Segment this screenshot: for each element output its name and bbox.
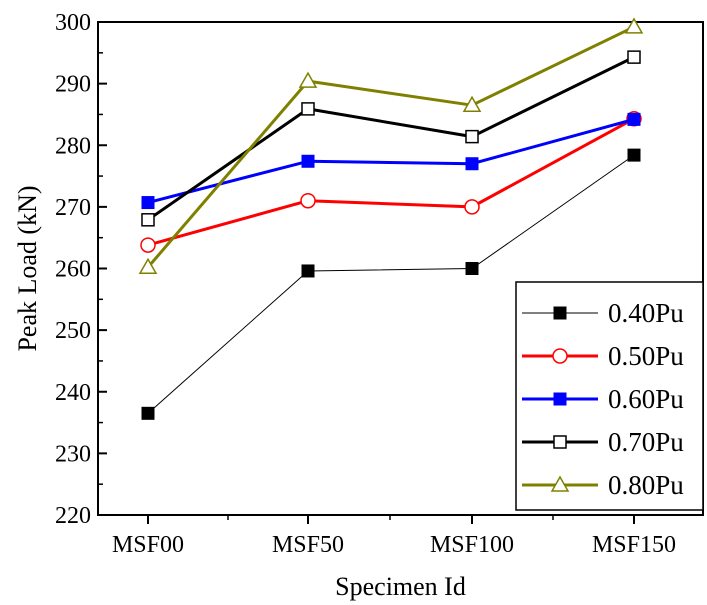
y-tick-label: 220 — [55, 503, 91, 529]
series-0.80Pu — [138, 17, 644, 275]
series-layer — [138, 17, 644, 420]
y-axis-label: Peak Load (kN) — [13, 185, 42, 351]
data-point — [627, 112, 641, 126]
data-point — [140, 237, 156, 253]
y-tick-label: 280 — [55, 133, 91, 159]
y-tick-label: 300 — [55, 10, 91, 36]
x-tick-label: MSF00 — [112, 532, 184, 558]
y-tick-label: 240 — [55, 380, 91, 406]
data-point — [627, 50, 641, 64]
legend: 0.40Pu 0.50Pu 0.60Pu 0.70Pu 0.80Pu — [515, 281, 704, 511]
data-point — [624, 17, 644, 34]
data-point — [465, 129, 479, 144]
legend-marker — [553, 392, 567, 406]
data-point — [464, 199, 480, 215]
data-point — [298, 71, 318, 88]
x-tick-label: MSF150 — [592, 532, 676, 558]
series-line — [147, 117, 635, 247]
series-0.50Pu — [140, 111, 642, 253]
series-line — [147, 117, 635, 205]
series-line — [147, 55, 635, 222]
y-tick-label: 290 — [55, 72, 91, 98]
data-point — [465, 157, 479, 171]
series-0.40Pu — [141, 148, 641, 420]
data-point — [465, 262, 479, 275]
data-point — [301, 154, 315, 168]
data-point — [301, 264, 315, 278]
y-tick-label: 260 — [55, 257, 91, 283]
legend-label: 0.50Pu — [608, 341, 684, 371]
legend-label: 0.70Pu — [608, 427, 684, 457]
y-tick-label: 230 — [55, 441, 91, 467]
series-line — [146, 25, 635, 269]
legend-marker — [550, 475, 570, 492]
data-point — [301, 102, 315, 116]
legend-marker — [553, 306, 567, 320]
series-0.60Pu — [141, 112, 641, 210]
x-axis-label: Specimen Id — [335, 572, 466, 601]
legend-marker — [552, 348, 568, 364]
data-point — [462, 95, 482, 112]
legend-label: 0.60Pu — [608, 384, 684, 414]
data-point — [141, 213, 155, 227]
series-0.70Pu — [141, 50, 641, 227]
data-point — [138, 257, 158, 275]
data-point — [300, 192, 316, 209]
legend-label: 0.40Pu — [608, 298, 684, 328]
y-tick-label: 270 — [55, 195, 91, 221]
legend-box — [515, 281, 704, 511]
y-tick-label: 250 — [55, 318, 91, 344]
series-line — [147, 154, 635, 414]
x-tick-label: MSF100 — [430, 532, 514, 558]
data-point — [141, 196, 155, 210]
axes: 220 230 240 250 260 270 280 290 300 MSF00 MSF50 MSF… — [55, 10, 704, 558]
data-point — [141, 406, 155, 420]
data-point — [627, 148, 641, 162]
legend-label: 0.80Pu — [608, 470, 684, 500]
legend-marker — [553, 435, 567, 449]
x-tick-label: MSF50 — [272, 532, 344, 558]
